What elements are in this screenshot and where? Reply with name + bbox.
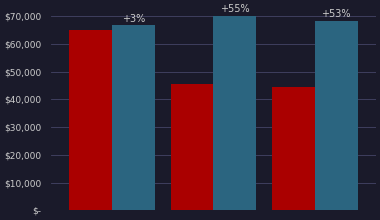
Bar	[272, 87, 315, 210]
Text: +53%: +53%	[321, 9, 351, 19]
Bar	[70, 30, 112, 210]
Bar	[171, 84, 214, 210]
Bar	[112, 25, 155, 210]
Bar	[315, 20, 358, 210]
Text: +55%: +55%	[220, 4, 250, 14]
Text: +3%: +3%	[122, 14, 145, 24]
Bar	[214, 15, 256, 210]
